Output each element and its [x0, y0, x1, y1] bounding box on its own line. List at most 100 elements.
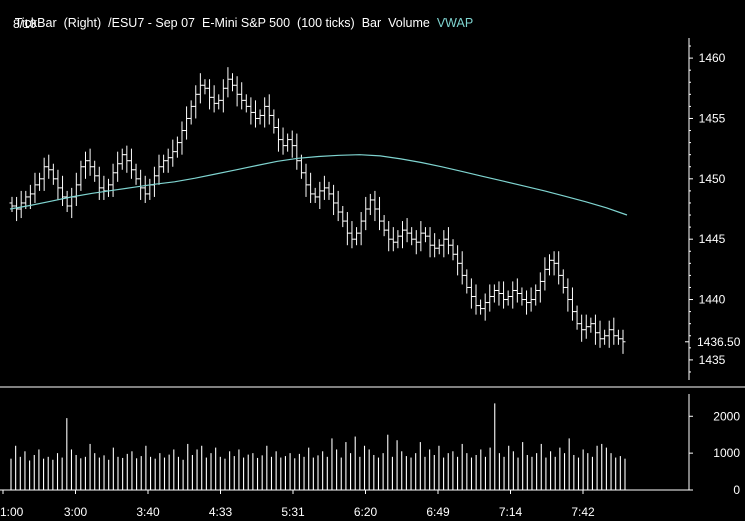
ohlc-bar — [317, 181, 323, 209]
ohlc-bar — [60, 175, 66, 206]
ohlc-bar — [308, 172, 314, 203]
ohlc-bar — [542, 257, 548, 291]
ohlc-bar — [473, 284, 479, 315]
ohlc-bar — [372, 190, 378, 222]
ohlc-bar — [248, 97, 254, 125]
ohlc-bar — [418, 221, 424, 252]
ohlc-bar — [234, 76, 240, 107]
ohlc-bar — [464, 269, 470, 294]
ohlc-bar — [312, 187, 318, 203]
axis-side-label: (Right) — [63, 16, 102, 30]
ohlc-bar — [252, 100, 258, 128]
ohlc-bar — [404, 218, 410, 243]
ohlc-bar — [275, 118, 281, 152]
ohlc-bar — [367, 193, 373, 216]
ohlc-bar — [331, 184, 337, 216]
ohlc-bar — [422, 227, 428, 243]
axes-layer: 1435 1440 1445 1450 1455 1460 1436.50 0 1000 2000… — [0, 38, 745, 519]
ohlc-bar — [9, 196, 15, 213]
ohlc-bar — [519, 287, 525, 306]
volume-panel[interactable] — [10, 403, 626, 490]
ohlc-bar — [335, 190, 341, 222]
ohlc-bar — [363, 196, 369, 231]
ohlc-bar — [18, 190, 24, 219]
ohlc-bar — [280, 127, 286, 155]
time-tick-label: 3:40 — [136, 505, 160, 519]
ohlc-bar — [73, 172, 79, 206]
chart-type-label: TickBar — [14, 16, 57, 30]
ohlc-bar — [216, 94, 222, 110]
ohlc-bar — [588, 317, 594, 333]
ohlc-bar — [615, 329, 621, 345]
price-tick-label: 1445 — [699, 232, 726, 246]
ohlc-bar — [377, 196, 383, 231]
price-tick-label: 1435 — [699, 353, 726, 367]
ohlc-bar — [592, 314, 598, 345]
volume-tick-label: 1000 — [713, 446, 740, 460]
ohlc-bar — [37, 172, 43, 191]
ohlc-bar — [349, 221, 355, 249]
ohlc-bar — [289, 130, 295, 158]
ohlc-bar — [505, 290, 511, 306]
price-panel[interactable] — [9, 67, 626, 354]
ohlc-bar — [556, 251, 562, 285]
ohlc-bar — [184, 106, 190, 140]
ohlc-bar — [514, 278, 520, 303]
instrument-symbol: /ESU7 - Sep 07 — [108, 16, 196, 30]
ohlc-bar — [303, 163, 309, 197]
ohlc-bar — [243, 94, 249, 113]
ohlc-bar — [565, 278, 571, 312]
ohlc-bar — [142, 175, 148, 203]
ohlc-bar — [78, 160, 84, 191]
ohlc-bar — [239, 82, 245, 110]
price-tick-label: 1460 — [699, 51, 726, 65]
ohlc-bar — [147, 178, 153, 200]
ohlc-bar — [14, 196, 20, 222]
ohlc-bar — [496, 281, 502, 306]
ohlc-bar — [41, 157, 47, 191]
ohlc-bar — [92, 160, 98, 182]
time-tick-label: 7:42 — [571, 505, 595, 519]
ohlc-bar — [436, 239, 442, 255]
ohlc-bar — [478, 299, 484, 315]
time-tick-label: 4:33 — [209, 505, 233, 519]
ohlc-bar — [602, 329, 608, 345]
ohlc-bar — [537, 272, 543, 303]
ohlc-bar — [262, 97, 268, 128]
ohlc-bar — [170, 139, 176, 167]
time-tick-label: 1:00 — [0, 505, 24, 519]
vwap-study-label: VWAP — [436, 16, 474, 30]
time-tick-label: 7:14 — [499, 505, 523, 519]
ohlc-bar — [207, 79, 213, 110]
time-tick-label: 5:31 — [281, 505, 305, 519]
ohlc-bar — [87, 148, 93, 176]
ohlc-bar — [551, 251, 557, 276]
time-tick-label: 6:20 — [354, 505, 378, 519]
ohlc-bar — [298, 154, 304, 179]
ohlc-bar — [413, 230, 419, 255]
ohlc-bar — [124, 145, 130, 173]
ohlc-bar — [55, 169, 61, 200]
ohlc-bar — [326, 181, 332, 200]
ohlc-bar — [569, 287, 575, 321]
ohlc-bar — [138, 169, 144, 200]
ohlc-bar — [115, 151, 121, 182]
ohlc-bar — [110, 163, 116, 197]
ohlc-bar — [386, 221, 392, 252]
volume-tick-label: 2000 — [713, 409, 740, 423]
ohlc-bar — [133, 163, 139, 185]
ohlc-bar — [340, 205, 346, 228]
ohlc-bar — [399, 221, 405, 249]
ohlc-bar — [179, 121, 185, 155]
ohlc-bar — [597, 320, 603, 348]
ohlc-bar — [119, 148, 125, 170]
session-date: 8/10 — [13, 17, 37, 31]
ohlc-bar — [294, 133, 300, 170]
ohlc-bar — [225, 67, 231, 98]
ohlc-bar — [230, 73, 236, 92]
ohlc-bar — [395, 230, 401, 249]
ohlc-bar — [455, 245, 461, 276]
ohlc-bar — [211, 85, 217, 113]
ohlc-bar — [101, 175, 107, 200]
